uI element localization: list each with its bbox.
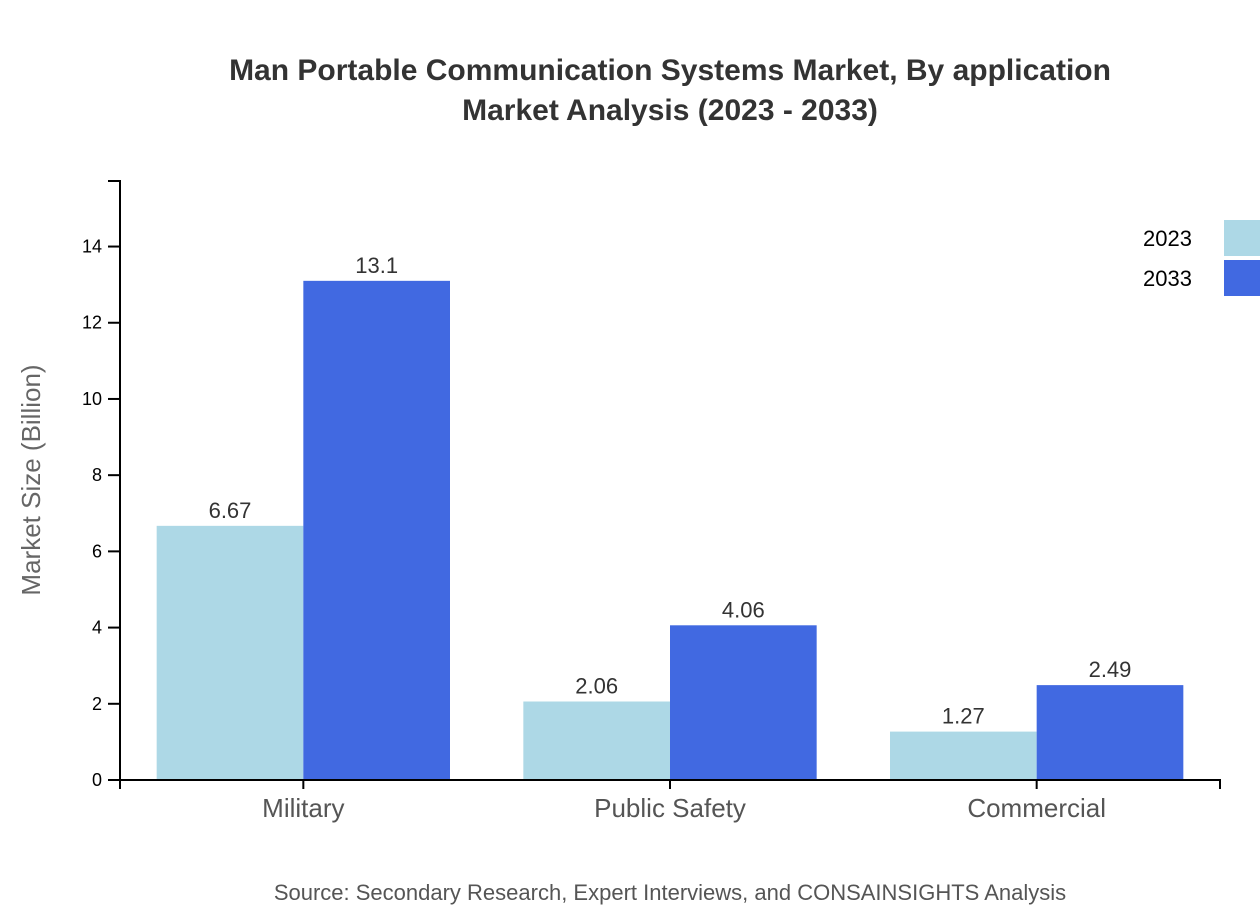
x-tick-label: Commercial bbox=[967, 793, 1106, 823]
y-tick-label: 4 bbox=[92, 618, 102, 638]
source-note: Source: Secondary Research, Expert Inter… bbox=[274, 880, 1066, 905]
x-tick-label: Military bbox=[262, 793, 344, 823]
data-label: 2.06 bbox=[575, 674, 618, 699]
bar-commercial-2023 bbox=[890, 731, 1037, 780]
y-tick-label: 6 bbox=[92, 541, 102, 561]
data-label: 1.27 bbox=[942, 704, 985, 729]
bar-public-safety-2033 bbox=[670, 625, 817, 780]
y-tick-label: 10 bbox=[82, 389, 102, 409]
legend-label: 2033 bbox=[1143, 266, 1192, 291]
data-label: 6.67 bbox=[209, 498, 252, 523]
y-tick-label: 2 bbox=[92, 694, 102, 714]
bar-military-2023 bbox=[156, 525, 304, 780]
data-label: 2.49 bbox=[1089, 657, 1132, 682]
chart-title-line1: Man Portable Communication Systems Marke… bbox=[229, 54, 1111, 87]
y-axis bbox=[108, 180, 121, 780]
y-tick-label: 12 bbox=[82, 313, 102, 333]
y-tick-label: 14 bbox=[82, 237, 102, 257]
bar-military-2033 bbox=[303, 280, 450, 780]
chart-title-line2: Market Analysis (2023 - 2033) bbox=[462, 94, 878, 127]
legend-swatch bbox=[1224, 220, 1260, 256]
bar-commercial-2033 bbox=[1036, 685, 1184, 780]
legend-label: 2023 bbox=[1143, 226, 1192, 251]
x-axis bbox=[119, 779, 1221, 789]
y-axis-label: Market Size (Billion) bbox=[16, 364, 46, 595]
x-tick-label: Public Safety bbox=[594, 793, 746, 823]
y-tick-label: 0 bbox=[92, 770, 102, 790]
data-label: 4.06 bbox=[722, 597, 765, 622]
legend-swatch bbox=[1224, 260, 1260, 296]
y-tick-label: 8 bbox=[92, 465, 102, 485]
data-label: 13.1 bbox=[355, 253, 398, 278]
bar-public-safety-2023 bbox=[523, 701, 670, 780]
